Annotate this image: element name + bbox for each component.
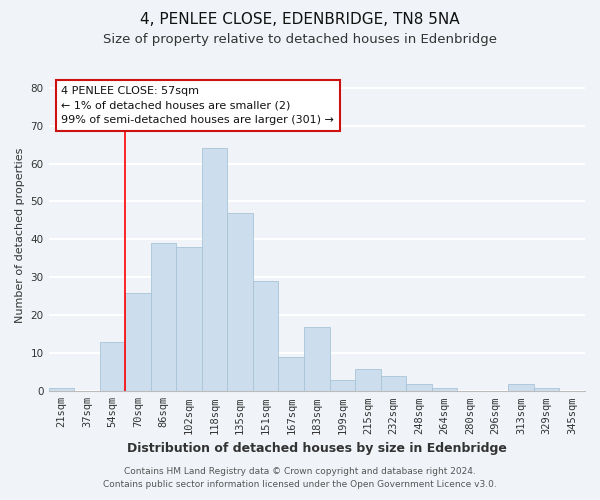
Text: 4, PENLEE CLOSE, EDENBRIDGE, TN8 5NA: 4, PENLEE CLOSE, EDENBRIDGE, TN8 5NA: [140, 12, 460, 28]
Bar: [534, 388, 559, 392]
Bar: [227, 213, 253, 392]
Bar: [432, 388, 457, 392]
Bar: [202, 148, 227, 392]
Bar: [380, 376, 406, 392]
Bar: [406, 384, 432, 392]
Bar: [151, 243, 176, 392]
Bar: [125, 292, 151, 392]
Bar: [100, 342, 125, 392]
Bar: [508, 384, 534, 392]
Bar: [49, 388, 74, 392]
Bar: [278, 357, 304, 392]
Bar: [253, 281, 278, 392]
X-axis label: Distribution of detached houses by size in Edenbridge: Distribution of detached houses by size …: [127, 442, 507, 455]
Text: Size of property relative to detached houses in Edenbridge: Size of property relative to detached ho…: [103, 32, 497, 46]
Y-axis label: Number of detached properties: Number of detached properties: [15, 148, 25, 324]
Bar: [355, 368, 380, 392]
Text: Contains HM Land Registry data © Crown copyright and database right 2024.
Contai: Contains HM Land Registry data © Crown c…: [103, 468, 497, 489]
Bar: [329, 380, 355, 392]
Text: 4 PENLEE CLOSE: 57sqm
← 1% of detached houses are smaller (2)
99% of semi-detach: 4 PENLEE CLOSE: 57sqm ← 1% of detached h…: [61, 86, 334, 126]
Bar: [304, 327, 329, 392]
Bar: [176, 247, 202, 392]
